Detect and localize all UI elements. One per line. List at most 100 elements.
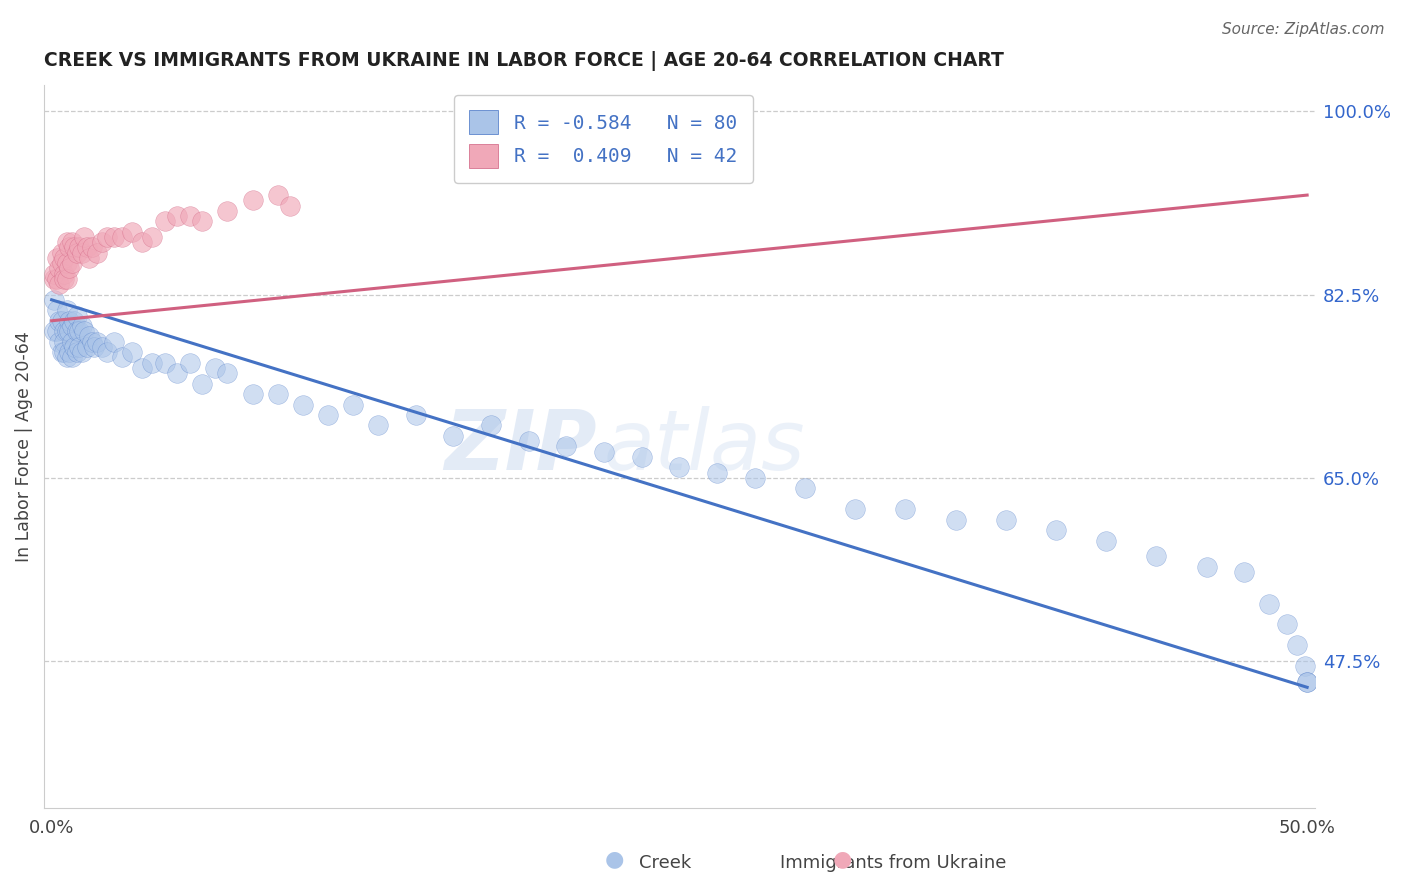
Text: Source: ZipAtlas.com: Source: ZipAtlas.com bbox=[1222, 22, 1385, 37]
Point bbox=[191, 376, 214, 391]
Point bbox=[48, 334, 70, 349]
Point bbox=[60, 351, 83, 365]
Text: ●: ● bbox=[832, 849, 852, 869]
Point bbox=[1195, 560, 1218, 574]
Point bbox=[1095, 533, 1118, 548]
Point bbox=[844, 502, 866, 516]
Point bbox=[1296, 675, 1319, 690]
Point bbox=[60, 256, 83, 270]
Point bbox=[53, 324, 76, 338]
Point bbox=[103, 230, 125, 244]
Point bbox=[66, 345, 89, 359]
Point bbox=[945, 513, 967, 527]
Point bbox=[141, 356, 163, 370]
Text: CREEK VS IMMIGRANTS FROM UKRAINE IN LABOR FORCE | AGE 20-64 CORRELATION CHART: CREEK VS IMMIGRANTS FROM UKRAINE IN LABO… bbox=[44, 51, 1004, 70]
Point bbox=[55, 324, 77, 338]
Point bbox=[278, 198, 301, 212]
Text: ZIP: ZIP bbox=[444, 406, 596, 487]
Point bbox=[60, 235, 83, 250]
Point bbox=[45, 324, 67, 338]
Point bbox=[744, 471, 766, 485]
Point bbox=[86, 334, 108, 349]
Point bbox=[342, 398, 364, 412]
Point bbox=[70, 345, 93, 359]
Point bbox=[111, 351, 134, 365]
Point bbox=[121, 345, 143, 359]
Point bbox=[51, 256, 73, 270]
Point bbox=[555, 439, 578, 453]
Point bbox=[593, 444, 616, 458]
Point bbox=[405, 408, 427, 422]
Point bbox=[1275, 617, 1298, 632]
Y-axis label: In Labor Force | Age 20-64: In Labor Force | Age 20-64 bbox=[15, 331, 32, 562]
Point bbox=[1146, 549, 1168, 564]
Point bbox=[58, 345, 80, 359]
Point bbox=[48, 314, 70, 328]
Point bbox=[316, 408, 339, 422]
Point bbox=[479, 418, 502, 433]
Point bbox=[55, 303, 77, 318]
Point bbox=[80, 240, 103, 254]
Point bbox=[66, 309, 89, 323]
Point bbox=[291, 398, 314, 412]
Point bbox=[103, 334, 125, 349]
Point bbox=[63, 240, 86, 254]
Point bbox=[131, 360, 153, 375]
Point bbox=[53, 251, 76, 265]
Point bbox=[51, 245, 73, 260]
Point bbox=[70, 318, 93, 333]
Point bbox=[63, 340, 86, 354]
Point bbox=[76, 340, 98, 354]
Point bbox=[266, 188, 288, 202]
Point bbox=[60, 318, 83, 333]
Point bbox=[55, 235, 77, 250]
Point bbox=[80, 334, 103, 349]
Point bbox=[441, 429, 464, 443]
Point bbox=[66, 245, 89, 260]
Text: Immigrants from Ukraine: Immigrants from Ukraine bbox=[779, 855, 1007, 872]
Point bbox=[51, 345, 73, 359]
Point bbox=[166, 209, 188, 223]
Point bbox=[517, 434, 540, 449]
Point bbox=[67, 340, 90, 354]
Point bbox=[70, 245, 93, 260]
Point bbox=[794, 481, 817, 495]
Point bbox=[63, 314, 86, 328]
Point bbox=[179, 356, 201, 370]
Point bbox=[894, 502, 917, 516]
Point bbox=[55, 272, 77, 286]
Point bbox=[44, 324, 66, 338]
Point bbox=[111, 230, 134, 244]
Point bbox=[1045, 523, 1067, 537]
Point bbox=[73, 230, 96, 244]
Point bbox=[51, 314, 73, 328]
Point bbox=[79, 329, 101, 343]
Point bbox=[153, 356, 176, 370]
Point bbox=[96, 345, 118, 359]
Point bbox=[217, 366, 239, 380]
Point bbox=[242, 387, 264, 401]
Point bbox=[90, 235, 112, 250]
Point bbox=[58, 261, 80, 276]
Point bbox=[994, 513, 1017, 527]
Point bbox=[67, 324, 90, 338]
Point bbox=[706, 466, 728, 480]
Point bbox=[58, 314, 80, 328]
Point bbox=[1233, 565, 1256, 579]
Point bbox=[166, 366, 188, 380]
Point bbox=[73, 324, 96, 338]
Point bbox=[60, 334, 83, 349]
Point bbox=[58, 240, 80, 254]
Point bbox=[86, 245, 108, 260]
Point bbox=[179, 209, 201, 223]
Point bbox=[121, 225, 143, 239]
Point bbox=[131, 235, 153, 250]
Point bbox=[67, 240, 90, 254]
Point bbox=[45, 303, 67, 318]
Point bbox=[53, 334, 76, 349]
Point bbox=[153, 214, 176, 228]
Point bbox=[45, 251, 67, 265]
Point bbox=[217, 203, 239, 218]
Point bbox=[96, 230, 118, 244]
Point bbox=[48, 277, 70, 292]
